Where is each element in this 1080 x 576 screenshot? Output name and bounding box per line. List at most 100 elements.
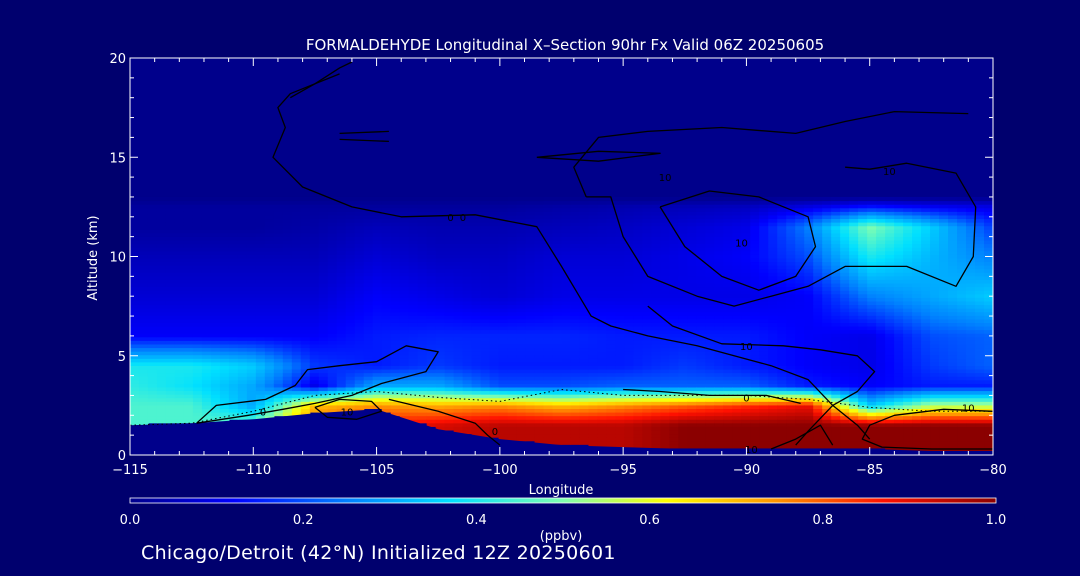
heatmap-cell (354, 397, 365, 402)
heatmap-cell (759, 297, 769, 302)
heatmap-cell (777, 222, 787, 227)
heatmap-cell (300, 196, 311, 202)
heatmap-cell (471, 239, 482, 245)
heatmap-cell (615, 293, 626, 298)
heatmap-cell (669, 261, 679, 266)
heatmap-cell (246, 293, 257, 298)
heatmap-cell (255, 354, 266, 359)
heatmap-cell (660, 250, 670, 255)
heatmap-cell (633, 229, 644, 234)
heatmap-cell (336, 322, 347, 327)
heatmap-cell (345, 379, 356, 384)
heatmap-cell (219, 232, 230, 237)
heatmap-cell (273, 204, 284, 209)
heatmap-cell (750, 247, 760, 252)
heatmap-cell (130, 333, 140, 338)
heatmap-cell (417, 397, 428, 402)
heatmap-cell (714, 394, 724, 399)
heatmap-cell (633, 275, 644, 280)
heatmap-cell (705, 300, 715, 306)
heatmap-cell (291, 239, 302, 245)
heatmap-cell (363, 404, 374, 409)
heatmap-cell (534, 272, 545, 277)
heatmap-cell (480, 290, 491, 295)
heatmap-cell (201, 204, 212, 209)
heatmap-cell (606, 250, 617, 255)
heatmap-cell (552, 433, 563, 438)
heatmap-cell (507, 207, 518, 212)
heatmap-cell (336, 204, 347, 209)
heatmap-cell (417, 250, 428, 255)
heatmap-cell (624, 229, 635, 234)
heatmap-cell (210, 232, 221, 237)
heatmap-cell (588, 404, 599, 409)
heatmap-cell (741, 290, 751, 295)
heatmap-cell (714, 333, 724, 338)
heatmap-cell (489, 426, 500, 431)
heatmap-cell (570, 376, 581, 381)
heatmap-cell (723, 444, 733, 449)
heatmap-cell (633, 336, 644, 341)
heatmap-cell (714, 315, 724, 320)
heatmap-cell (201, 286, 212, 291)
heatmap-cell (282, 318, 293, 323)
heatmap-cell (156, 286, 167, 291)
heatmap-cell (417, 243, 428, 248)
heatmap-cell (390, 411, 401, 417)
heatmap-cell (291, 308, 302, 313)
heatmap-cell (624, 232, 635, 237)
heatmap-cell (390, 397, 401, 402)
heatmap-cell (750, 279, 760, 284)
heatmap-cell (408, 343, 419, 349)
heatmap-cell (444, 272, 455, 277)
heatmap-cell (318, 275, 329, 280)
heatmap-cell (345, 401, 356, 406)
heatmap-cell (210, 304, 221, 309)
heatmap-cell (768, 401, 778, 406)
heatmap-cell (390, 300, 401, 306)
heatmap-cell (435, 222, 446, 227)
heatmap-cell (714, 336, 724, 341)
heatmap-cell (561, 422, 572, 427)
heatmap-cell (183, 322, 194, 327)
heatmap-cell (687, 333, 697, 338)
heatmap-cell (471, 408, 482, 413)
heatmap-cell (183, 336, 194, 341)
heatmap-cell (201, 311, 212, 316)
heatmap-cell (138, 297, 149, 302)
heatmap-cell (543, 351, 554, 356)
heatmap-cell (507, 386, 518, 392)
heatmap-cell (471, 308, 482, 313)
heatmap-cell (147, 200, 158, 205)
heatmap-cell (130, 354, 140, 359)
heatmap-cell (255, 343, 266, 349)
heatmap-cell (588, 415, 599, 420)
heatmap-cell (462, 229, 473, 234)
heatmap-cell (183, 297, 194, 302)
heatmap-cell (669, 218, 679, 223)
heatmap-cell (435, 293, 446, 298)
heatmap-cell (345, 365, 356, 370)
heatmap-cell (471, 304, 482, 309)
heatmap-cell (246, 239, 257, 245)
heatmap-cell (471, 261, 482, 266)
heatmap-cell (525, 290, 536, 295)
heatmap-cell (561, 329, 572, 334)
heatmap-cell (435, 232, 446, 237)
heatmap-cell (642, 415, 652, 420)
heatmap-cell (264, 261, 275, 266)
heatmap-cell (543, 426, 554, 431)
heatmap-cell (687, 376, 697, 381)
heatmap-cell (552, 229, 563, 234)
heatmap-cell (723, 340, 733, 345)
heatmap-cell (597, 225, 608, 230)
heatmap-cell (372, 196, 383, 202)
heatmap-cell (426, 265, 437, 270)
heatmap-cell (480, 268, 491, 273)
heatmap-cell (525, 196, 536, 202)
heatmap-cell (678, 265, 688, 270)
heatmap-cell (579, 225, 590, 230)
heatmap-cell (210, 196, 221, 202)
heatmap-cell (480, 397, 491, 402)
heatmap-cell (201, 254, 212, 259)
